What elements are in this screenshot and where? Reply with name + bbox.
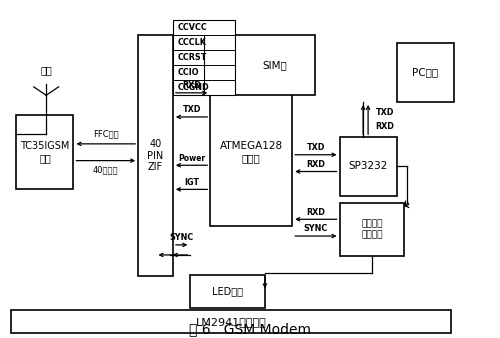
Bar (210, 78, 292, 226)
Text: CCCLK: CCCLK (178, 38, 207, 47)
Text: CCGND: CCGND (178, 83, 210, 92)
Text: 40
PIN
ZIF: 40 PIN ZIF (148, 139, 164, 172)
Text: CCIO: CCIO (178, 68, 200, 77)
Text: LED指示: LED指示 (212, 286, 243, 296)
Text: 图 6   GSM Modem: 图 6 GSM Modem (189, 322, 311, 337)
Text: SIM卡: SIM卡 (262, 60, 287, 70)
Text: SP3232: SP3232 (348, 162, 388, 171)
Text: CCRST: CCRST (178, 53, 208, 62)
Text: TXD: TXD (182, 105, 201, 114)
Text: TXD: TXD (306, 143, 325, 152)
Bar (235, 35, 314, 95)
Text: RXD: RXD (182, 81, 201, 90)
Text: LM2941电源电路: LM2941电源电路 (196, 316, 266, 327)
Text: RXD: RXD (306, 208, 326, 217)
Text: PC串口: PC串口 (412, 68, 438, 78)
Text: TC35IGSM
模块: TC35IGSM 模块 (20, 141, 70, 163)
Bar (190, 274, 265, 308)
Text: Power: Power (178, 153, 205, 163)
Text: SYNC: SYNC (170, 233, 194, 242)
Bar (340, 137, 396, 196)
Bar (138, 35, 173, 276)
Bar (16, 115, 74, 189)
Text: 天线: 天线 (40, 65, 52, 75)
Text: FFC排线: FFC排线 (93, 130, 118, 139)
Bar (396, 43, 454, 102)
Text: IGT: IGT (184, 178, 199, 187)
Text: SYNC: SYNC (304, 224, 328, 233)
Text: RXD: RXD (376, 122, 394, 131)
Text: RXD: RXD (306, 160, 326, 169)
Bar (340, 202, 404, 256)
Bar (12, 310, 452, 333)
Text: 40芯接口: 40芯接口 (93, 166, 118, 175)
Text: ATMEGA128
处理器: ATMEGA128 处理器 (220, 141, 283, 163)
Text: CCVCC: CCVCC (178, 23, 208, 32)
Bar (173, 20, 235, 95)
Text: 控制按钮
状态指示: 控制按钮 状态指示 (361, 220, 382, 239)
Text: TXD: TXD (376, 108, 394, 117)
